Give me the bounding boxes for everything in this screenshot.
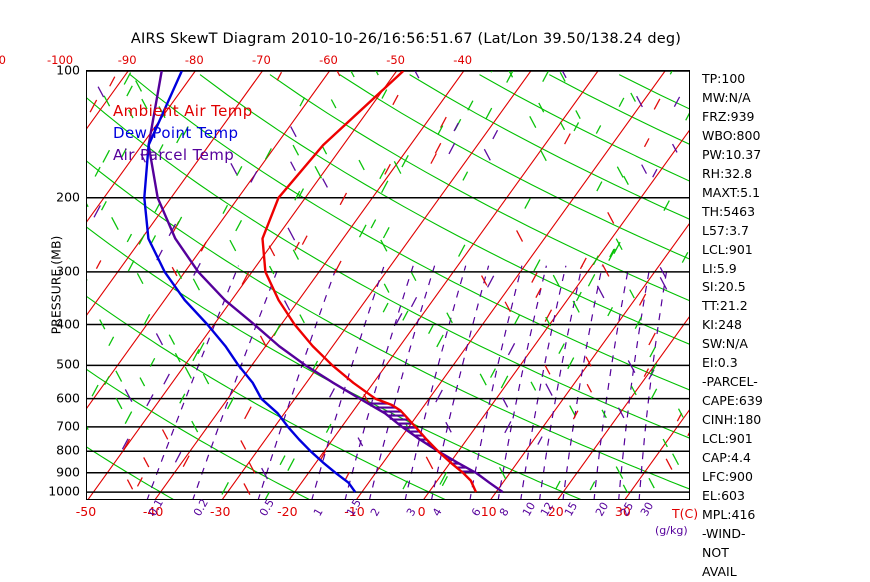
bottom-temp-tick: -20: [277, 504, 297, 519]
panel-item: TP:100: [702, 70, 852, 89]
legend-ambient-label: Ambient Air Temp: [113, 102, 253, 120]
pressure-tick: 300: [36, 263, 80, 278]
mixing-ratio-tick: 15: [562, 500, 580, 519]
mixing-ratio-tick: 30: [638, 500, 656, 519]
pressure-tick: 200: [36, 189, 80, 204]
mixing-ratio-tick: 0.2: [191, 497, 211, 519]
panel-item: PW:10.37: [702, 146, 852, 165]
top-temp-tick: -40: [453, 53, 472, 67]
panel-item: SI:20.5: [702, 278, 852, 297]
pressure-tick: 600: [36, 390, 80, 405]
panel-item: WBO:800: [702, 127, 852, 146]
panel-item: CAP:4.4: [702, 449, 852, 468]
panel-item: L57:3.7: [702, 222, 852, 241]
panel-item: FRZ:939: [702, 108, 852, 127]
pressure-tick: 500: [36, 357, 80, 372]
panel-item: TT:21.2: [702, 297, 852, 316]
panel-item: -PARCEL-: [702, 373, 852, 392]
mixing-ratio-tick: 20: [593, 500, 611, 519]
top-temp-tick: -50: [386, 53, 405, 67]
panel-item: CINH:180: [702, 411, 852, 430]
pressure-tick: 100: [36, 63, 80, 78]
panel-item: LCL:901: [702, 430, 852, 449]
panel-item: EI:0.3: [702, 354, 852, 373]
panel-item: LCL:901: [702, 241, 852, 260]
legend-parcel: Air Parcel Temp: [113, 146, 234, 164]
top-temp-tick: -80: [185, 53, 204, 67]
bottom-temp-tick: -30: [210, 504, 230, 519]
top-temp-tick: -60: [319, 53, 338, 67]
panel-item: KI:248: [702, 316, 852, 335]
panel-item: LFC:900: [702, 468, 852, 487]
pressure-tick: 1000: [36, 484, 80, 499]
legend-parcel-label: Air Parcel Temp: [113, 146, 234, 164]
mixing-ratio-tick: 4: [430, 506, 445, 519]
cape-hatch-region: [87, 400, 690, 472]
bottom-temp-tick: -50: [76, 504, 96, 519]
legend-dewpoint: Dew Point Temp: [113, 124, 238, 142]
plot-area: Ambient Air Temp Dew Point Temp Air Parc…: [86, 70, 690, 500]
page-title: AIRS SkewT Diagram 2010-10-26/16:56:51.6…: [86, 31, 726, 47]
mixing-ratio-tick: 0.5: [257, 497, 277, 519]
top-temp-tick: -70: [252, 53, 271, 67]
panel-item: CAPE:639: [702, 392, 852, 411]
pressure-tick: 400: [36, 316, 80, 331]
panel-item: TH:5463: [702, 203, 852, 222]
skewt-diagram: AIRS SkewT Diagram 2010-10-26/16:56:51.6…: [0, 0, 870, 560]
pressure-tick: 800: [36, 443, 80, 458]
panel-item: EL:603: [702, 487, 852, 506]
mixing-ratio-tick: 3: [404, 506, 419, 519]
pressure-tick: 900: [36, 464, 80, 479]
mixing-ratio-tick: 8: [497, 506, 512, 519]
pressure-tick: 700: [36, 418, 80, 433]
panel-item: MW:N/A: [702, 89, 852, 108]
panel-item: MAXT:5.1: [702, 184, 852, 203]
mixing-ratio-tick: 1: [311, 506, 326, 519]
temperature-units-label: T(C): [672, 506, 698, 521]
panel-item: RH:32.8: [702, 165, 852, 184]
panel-item: SW:N/A: [702, 335, 852, 354]
legend-dewpoint-label: Dew Point Temp: [113, 124, 238, 142]
top-temp-tick: -90: [118, 53, 137, 67]
legend-ambient: Ambient Air Temp: [113, 102, 253, 120]
panel-item: -WIND-: [702, 525, 852, 544]
mixing-ratio-tick: 2: [368, 506, 383, 519]
panel-item: AVAIL: [702, 563, 852, 582]
panel-item: MPL:416: [702, 506, 852, 525]
panel-item: LI:5.9: [702, 260, 852, 279]
mixing-ratio-tick: 10: [520, 500, 538, 519]
mixing-ratio-units-label: (g/kg): [655, 524, 688, 537]
top-temp-tick: -110: [0, 53, 6, 67]
